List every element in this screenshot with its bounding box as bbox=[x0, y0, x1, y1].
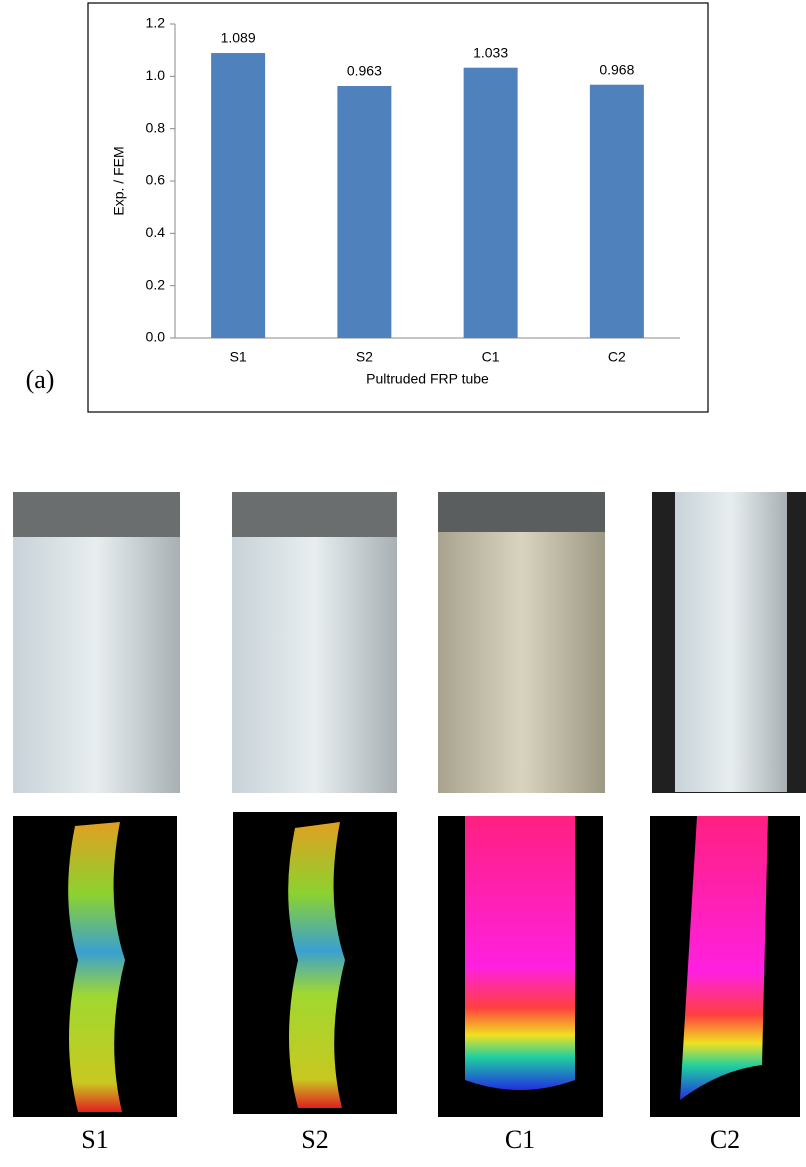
value-label: 1.089 bbox=[221, 30, 256, 46]
photo-s2 bbox=[232, 492, 397, 793]
bar bbox=[464, 68, 518, 338]
fem-c1 bbox=[465, 816, 575, 1090]
photos bbox=[13, 492, 806, 793]
y-tick-label: 1.2 bbox=[146, 15, 166, 31]
photo-label: C2 bbox=[710, 1125, 740, 1154]
bar bbox=[337, 86, 391, 338]
photo-label: S1 bbox=[81, 1125, 108, 1154]
y-tick-label: 0.4 bbox=[146, 224, 166, 240]
y-tick-label: 0.8 bbox=[146, 119, 166, 135]
photo-c1-plate bbox=[438, 492, 605, 532]
y-tick-label: 1.0 bbox=[146, 67, 166, 83]
x-tick-label: S2 bbox=[356, 349, 373, 365]
fem-models bbox=[13, 812, 800, 1117]
photo-labels: S1 S2 C1 C2 bbox=[81, 1125, 740, 1154]
page: (a) 0.0 0.2 0.4 0.6 0.8 1.0 1.2 Exp. / FEM Pultr… bbox=[0, 0, 806, 1167]
photo-c1 bbox=[438, 492, 605, 793]
y-tick-label: 0.0 bbox=[146, 329, 166, 345]
y-axis-label: Exp. / FEM bbox=[111, 146, 127, 215]
bar bbox=[211, 53, 265, 338]
value-label: 0.968 bbox=[599, 61, 634, 77]
photo-label: C1 bbox=[505, 1125, 535, 1154]
y-tick-label: 0.2 bbox=[146, 276, 166, 292]
photo-s1 bbox=[13, 492, 180, 793]
x-tick-label: C2 bbox=[608, 349, 626, 365]
photo-s2-plate bbox=[232, 492, 397, 537]
photo-c2-tube bbox=[675, 492, 787, 792]
x-tick-label: S1 bbox=[230, 349, 247, 365]
chart: 0.0 0.2 0.4 0.6 0.8 1.0 1.2 Exp. / FEM Pultruded… bbox=[111, 15, 680, 387]
panel-label: (a) bbox=[26, 365, 55, 394]
bar bbox=[590, 85, 644, 338]
value-label: 0.963 bbox=[347, 63, 382, 79]
value-label: 1.033 bbox=[473, 44, 508, 60]
y-tick-label: 0.6 bbox=[146, 172, 166, 188]
x-tick-label: C1 bbox=[482, 349, 500, 365]
photo-label: S2 bbox=[301, 1125, 328, 1154]
x-axis-label: Pultruded FRP tube bbox=[366, 371, 489, 387]
figure: (a) 0.0 0.2 0.4 0.6 0.8 1.0 1.2 Exp. / FEM Pultr… bbox=[0, 0, 806, 1162]
photo-s1-plate bbox=[13, 492, 180, 537]
